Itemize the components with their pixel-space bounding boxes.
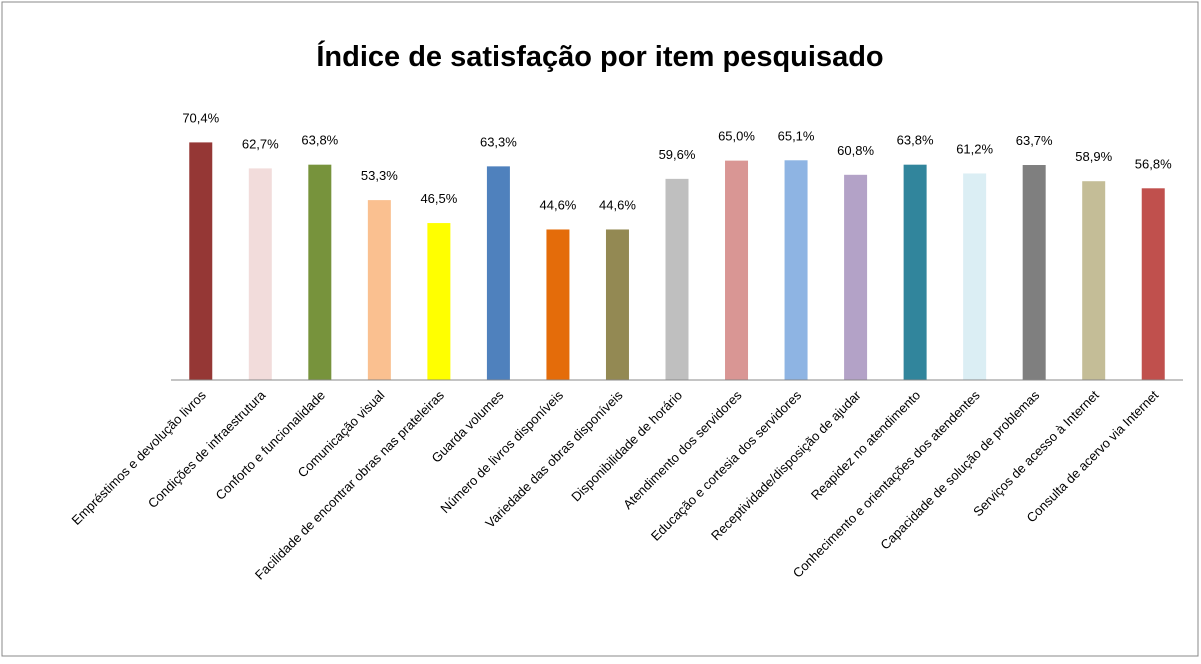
- data-label: 53,3%: [361, 168, 398, 183]
- bar: [427, 223, 451, 380]
- bar: [605, 229, 629, 380]
- bar: [963, 173, 987, 380]
- bar: [1141, 188, 1165, 380]
- data-label: 63,8%: [301, 133, 338, 148]
- data-label: 63,7%: [1016, 133, 1053, 148]
- data-label: 62,7%: [242, 136, 279, 151]
- data-label: 70,4%: [182, 110, 219, 125]
- bar: [844, 174, 868, 380]
- bar: [189, 142, 213, 380]
- data-label: 65,0%: [718, 129, 755, 144]
- data-label: 61,2%: [956, 141, 993, 156]
- data-label: 65,1%: [778, 128, 815, 143]
- data-label: 60,8%: [837, 143, 874, 158]
- bar: [546, 229, 570, 380]
- data-label: 44,6%: [599, 197, 636, 212]
- data-label: 56,8%: [1135, 156, 1172, 171]
- bar: [784, 160, 808, 380]
- bar: [486, 166, 510, 380]
- bar: [367, 200, 391, 380]
- bar: [665, 178, 689, 380]
- data-label: 44,6%: [540, 197, 577, 212]
- chart-title: Índice de satisfação por item pesquisado: [316, 39, 883, 73]
- bar: [1022, 165, 1046, 380]
- data-label: 46,5%: [420, 191, 457, 206]
- data-label: 59,6%: [659, 147, 696, 162]
- bar: [1082, 181, 1106, 380]
- bar: [725, 160, 749, 380]
- data-label: 63,8%: [897, 133, 934, 148]
- data-label: 58,9%: [1075, 149, 1112, 164]
- bar: [903, 164, 927, 380]
- bar: [248, 168, 272, 380]
- data-label: 63,3%: [480, 134, 517, 149]
- bar: [308, 164, 332, 380]
